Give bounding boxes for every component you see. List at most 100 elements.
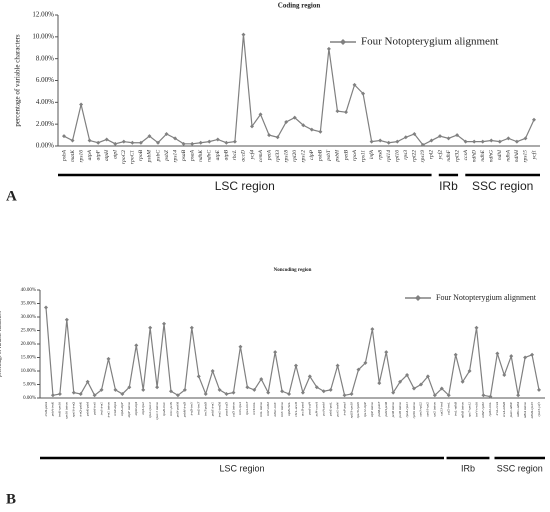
x-tick-label: atpI-rps2: [141, 402, 145, 415]
x-tick-label: ccsA: [463, 149, 469, 160]
data-point: [497, 139, 502, 144]
y-tick-label: 0.00%: [36, 142, 54, 150]
data-point: [224, 391, 229, 396]
x-tick-label: rpoB: [138, 149, 144, 161]
data-point: [301, 123, 306, 128]
x-tick-label: rpl23-trnI: [440, 401, 444, 415]
data-point: [168, 389, 173, 394]
data-point: [250, 124, 254, 129]
data-point: [70, 138, 75, 143]
data-point: [378, 138, 383, 143]
series-line: [45, 307, 540, 398]
y-axis-label: percentage of variable characters: [0, 311, 3, 377]
x-tick-label: ycf4: [248, 150, 255, 160]
y-tick-label: 30.00%: [21, 315, 36, 320]
data-point: [120, 391, 125, 396]
x-tick-label: rps4-trnT: [245, 401, 249, 415]
data-point: [309, 127, 314, 132]
data-point: [453, 352, 458, 357]
legend-label: Four Notopterygium alignment: [361, 36, 498, 48]
data-point: [275, 135, 280, 140]
data-point: [530, 352, 535, 357]
data-point: [181, 141, 186, 146]
x-tick-label: rpl32: [454, 150, 460, 162]
data-point: [523, 136, 528, 141]
data-point: [361, 91, 366, 96]
data-point: [198, 140, 203, 145]
x-tick-label: trnF-ndhJ: [266, 402, 270, 416]
x-tick-label: trnG intron: [106, 402, 110, 418]
data-point: [352, 82, 357, 87]
x-tick-label: atpH-atpI: [134, 401, 138, 415]
data-point: [164, 131, 169, 136]
data-point: [141, 387, 146, 392]
data-point: [489, 138, 494, 143]
data-point: [245, 385, 250, 390]
data-point: [147, 134, 152, 139]
data-point: [259, 377, 264, 382]
data-point: [284, 119, 289, 124]
data-point: [148, 325, 153, 330]
data-point: [472, 139, 477, 144]
x-tick-label: infA: [368, 149, 375, 159]
y-tick-label: 25.00%: [21, 329, 36, 334]
x-tick-label: rpoA: [352, 149, 358, 161]
x-tick-label: rps15-ycf1: [537, 402, 541, 417]
region-label: SSC region: [472, 179, 533, 193]
x-tick-label: ndhC-trnV: [273, 401, 277, 416]
x-tick-label: trnC-petN: [169, 401, 173, 415]
data-point: [307, 374, 312, 379]
data-point: [79, 102, 84, 107]
x-tick-label: petA: [266, 149, 272, 161]
x-tick-label: atpE: [215, 149, 221, 160]
data-point: [44, 305, 48, 310]
y-tick-label: 10.00%: [32, 32, 54, 40]
data-point: [87, 138, 92, 143]
data-point: [238, 344, 243, 349]
x-tick-label: rps14: [171, 150, 178, 163]
region-label: IRb: [439, 179, 458, 193]
data-point: [92, 393, 97, 398]
x-tick-label: psbZ: [164, 149, 170, 162]
x-tick-label: rps15: [523, 150, 529, 163]
x-tick-label: trnR-atpA: [113, 401, 117, 415]
data-point: [509, 354, 514, 359]
x-tick-label: ndhG-ndhI: [516, 401, 520, 417]
x-tick-label: atpB: [224, 149, 230, 160]
x-tick-label: rpl33-rps18: [349, 402, 353, 419]
x-tick-label: psbH-petB: [384, 402, 388, 418]
x-tick-label: matK: [70, 150, 76, 162]
x-tick-label: ndhF: [446, 149, 452, 161]
y-tick-label: 2.00%: [36, 120, 54, 128]
data-point: [62, 134, 66, 139]
data-point: [467, 369, 472, 373]
x-tick-label: ycf1: [530, 150, 537, 160]
x-tick-label: trnT-trnL: [252, 402, 256, 415]
x-tick-label: ndhD: [471, 150, 477, 162]
x-tick-label: rps2-rpoC2: [148, 402, 152, 418]
data-point: [231, 390, 236, 395]
x-tick-label: atpA: [87, 149, 93, 160]
data-point: [215, 137, 220, 142]
data-point: [377, 381, 382, 386]
x-tick-label: ndhA intron: [523, 402, 527, 418]
x-tick-label: rpoC2: [121, 150, 127, 164]
x-tick-label: rpl2 intron: [433, 402, 437, 417]
data-point: [267, 133, 272, 138]
data-point: [57, 391, 62, 396]
data-point: [495, 351, 500, 356]
data-point: [446, 136, 451, 141]
x-tick-label: ycf2-trnL: [447, 402, 451, 416]
x-tick-label: trnL-ccsA: [495, 401, 499, 415]
x-tick-label: clpP: [309, 149, 315, 160]
data-point: [370, 327, 375, 332]
x-tick-label: ndhK: [198, 150, 204, 162]
data-point: [127, 385, 132, 390]
data-point: [182, 387, 187, 392]
data-point: [121, 139, 126, 144]
x-tick-label: atpF: [95, 149, 101, 160]
data-point: [418, 382, 423, 387]
x-tick-label: rpl22: [412, 150, 418, 162]
x-tick-label: ndhA: [506, 149, 512, 161]
x-tick-label: rps3-rpl22: [419, 402, 423, 417]
